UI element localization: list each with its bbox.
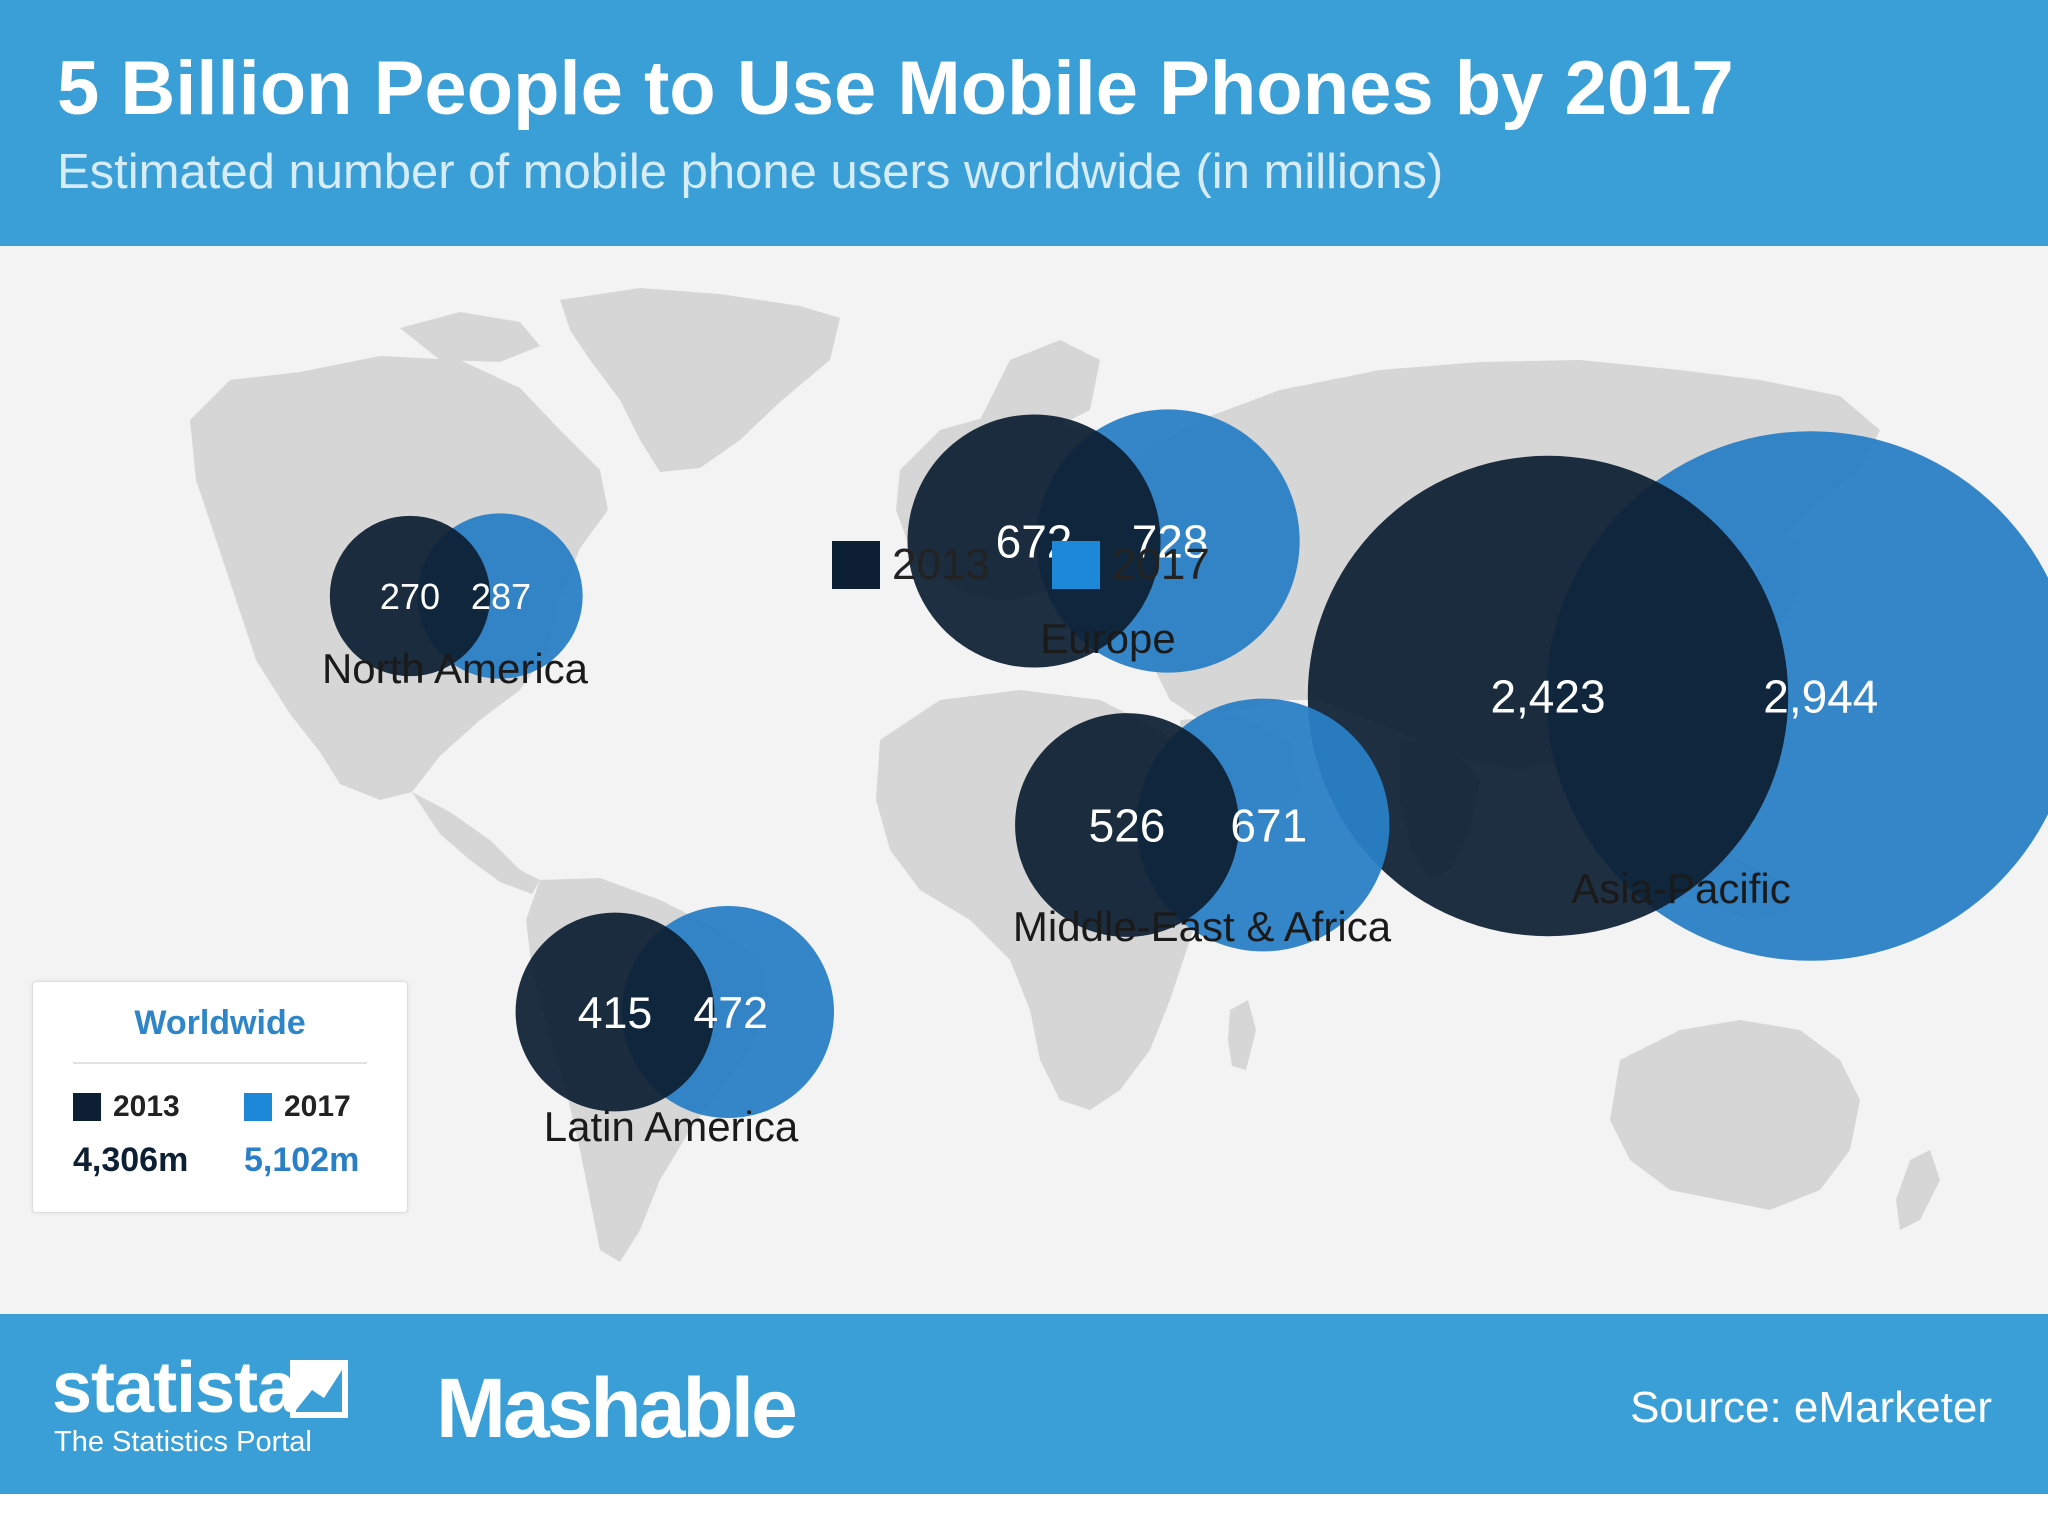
worldwide-year-2013: 2013 xyxy=(113,1090,180,1123)
region-label-asia-pacific: Asia-Pacific xyxy=(1571,865,1790,912)
region-label-middle-east-africa: Middle-East & Africa xyxy=(1013,903,1392,950)
region-label-north-america: North America xyxy=(322,645,589,692)
statista-logo-icon xyxy=(290,1360,348,1418)
footer-banner: statista The Statistics Portal Mashable … xyxy=(0,1314,2048,1494)
value-label-europe-2017: 728 xyxy=(1132,516,1209,568)
central-america-shape xyxy=(412,792,540,894)
value-label-middle-east-africa-2017: 671 xyxy=(1230,800,1307,852)
worldwide-summary-box: Worldwide 2013 4,306m 2017 5,102m xyxy=(32,981,408,1213)
legend-item-2013: 2013 xyxy=(832,539,990,591)
bubble-middle-east-africa-2013 xyxy=(1015,713,1239,937)
statista-logo: statista xyxy=(52,1348,297,1428)
source-note: Source: eMarketer xyxy=(1630,1383,1992,1432)
chart-legend: 2013 2017 xyxy=(832,539,1210,591)
value-label-middle-east-africa-2013: 526 xyxy=(1089,800,1166,852)
worldwide-year-2017: 2017 xyxy=(284,1090,351,1123)
new-zealand-shape xyxy=(1896,1150,1940,1230)
region-label-europe: Europe xyxy=(1040,615,1175,662)
worldwide-key-2017: 2017 xyxy=(244,1090,414,1124)
statista-tagline: The Statistics Portal xyxy=(54,1426,312,1458)
mashable-logo: Mashable xyxy=(436,1361,798,1455)
madagascar-shape xyxy=(1228,1000,1256,1070)
legend-item-2017: 2017 xyxy=(1051,539,1210,591)
chart-subtitle: Estimated number of mobile phone users w… xyxy=(57,145,1444,199)
worldwide-column-2017: 2017 5,102m xyxy=(244,1090,414,1180)
worldwide-total-2013: 4,306m xyxy=(73,1141,189,1179)
legend-swatch-2017 xyxy=(1051,541,1100,589)
scandinavia-shape xyxy=(980,340,1100,430)
australia-shape xyxy=(1610,1020,1860,1210)
legend-label-2017: 2017 xyxy=(1111,540,1210,589)
value-label-latin-america-2017: 472 xyxy=(693,989,768,1038)
chart-title: 5 Billion People to Use Mobile Phones by… xyxy=(57,46,1734,131)
bottom-strip xyxy=(0,1494,2048,1536)
value-label-asia-pacific-2017: 2,944 xyxy=(1763,671,1878,723)
legend-swatch-2013 xyxy=(832,541,880,589)
worldwide-divider xyxy=(73,1062,367,1064)
bubble-latin-america-2013 xyxy=(515,912,715,1112)
worldwide-total-2017: 5,102m xyxy=(244,1141,360,1179)
value-label-north-america-2017: 287 xyxy=(471,576,531,617)
worldwide-key-2013: 2013 xyxy=(73,1090,243,1124)
bubble-europe-2013 xyxy=(907,414,1161,668)
legend-label-2013: 2013 xyxy=(892,540,990,589)
bubble-asia-pacific-2013 xyxy=(1307,455,1789,937)
value-label-asia-pacific-2013: 2,423 xyxy=(1490,671,1605,723)
worldwide-column-2013: 2013 4,306m xyxy=(73,1090,243,1180)
greenland-shape xyxy=(560,288,840,472)
header-banner: 5 Billion People to Use Mobile Phones by… xyxy=(0,0,2048,246)
map-plot-area: 270 287 North America 672 728 Europe 2,423 2,94… xyxy=(0,246,2048,1314)
worldwide-swatch-2013 xyxy=(73,1093,101,1121)
canadian-arctic-shape xyxy=(400,312,540,362)
bubble-north-america-2013 xyxy=(329,515,491,677)
value-label-latin-america-2013: 415 xyxy=(578,989,653,1038)
region-label-latin-america: Latin America xyxy=(544,1103,799,1150)
worldwide-swatch-2017 xyxy=(244,1093,272,1121)
worldwide-title: Worldwide xyxy=(134,1004,306,1042)
value-label-north-america-2013: 270 xyxy=(380,576,440,617)
